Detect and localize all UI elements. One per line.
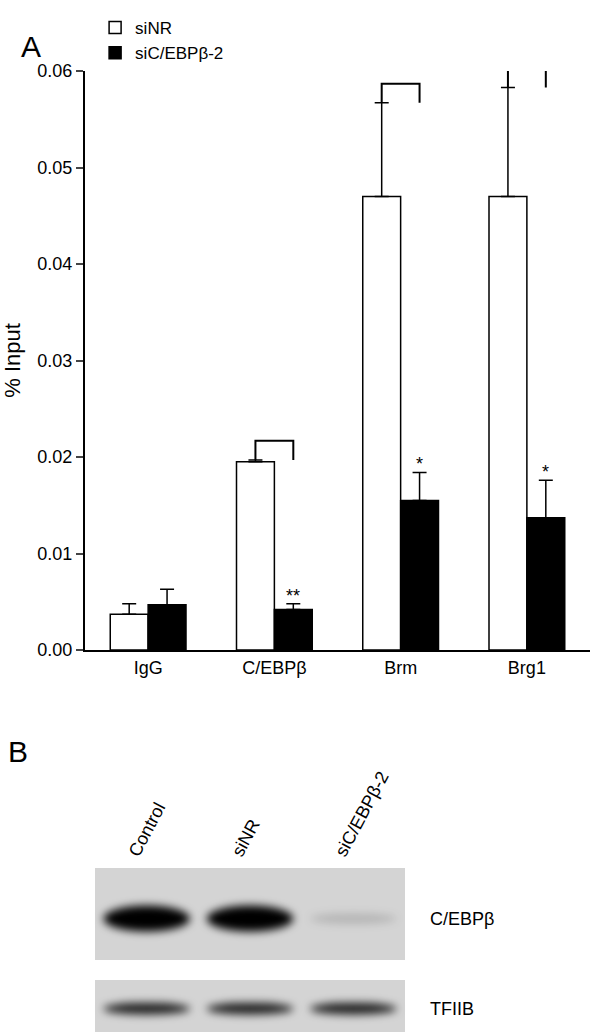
- svg-text:IgG: IgG: [134, 658, 163, 678]
- svg-text:0.04: 0.04: [37, 254, 72, 274]
- svg-text:siNR: siNR: [135, 19, 172, 38]
- svg-text:A: A: [21, 30, 41, 63]
- svg-text:siC/EBPβ-2: siC/EBPβ-2: [135, 44, 223, 63]
- svg-text:siNR: siNR: [228, 816, 264, 860]
- svg-text:0.03: 0.03: [37, 351, 72, 371]
- svg-text:0.01: 0.01: [37, 544, 72, 564]
- svg-text:*: *: [416, 454, 423, 474]
- svg-text:Brm: Brm: [384, 658, 417, 678]
- svg-text:B: B: [8, 735, 28, 768]
- svg-text:Control: Control: [125, 799, 170, 860]
- svg-text:0.00: 0.00: [37, 640, 72, 660]
- svg-text:0.06: 0.06: [37, 61, 72, 81]
- svg-text:siC/EBPβ-2: siC/EBPβ-2: [331, 768, 392, 860]
- svg-text:C/EBPβ: C/EBPβ: [242, 658, 306, 678]
- svg-text:**: **: [286, 586, 300, 606]
- svg-text:0.05: 0.05: [37, 158, 72, 178]
- svg-text:*: *: [542, 462, 549, 482]
- svg-text:% Input: % Input: [0, 323, 25, 398]
- svg-text:TFIIB: TFIIB: [430, 999, 474, 1019]
- svg-text:0.02: 0.02: [37, 447, 72, 467]
- svg-text:C/EBPβ: C/EBPβ: [430, 909, 494, 929]
- svg-text:Brg1: Brg1: [508, 658, 546, 678]
